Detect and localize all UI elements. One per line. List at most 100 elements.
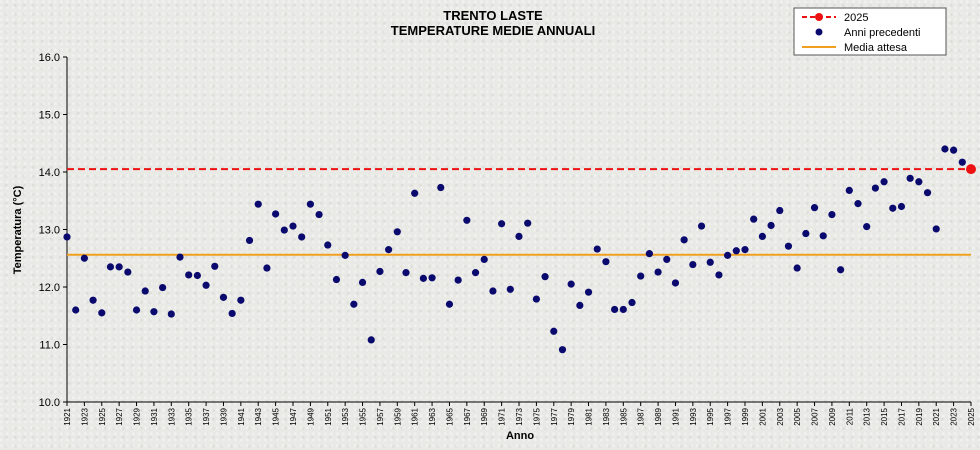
legend-previous-marker <box>815 28 823 36</box>
data-point <box>567 280 575 288</box>
y-tick-label: 12.0 <box>39 282 60 294</box>
x-tick-label: 1949 <box>306 407 315 425</box>
data-point <box>167 310 175 318</box>
x-tick-label: 1931 <box>150 407 159 425</box>
data-point <box>741 246 749 254</box>
x-tick-label: 1955 <box>359 407 368 425</box>
data-point <box>941 145 949 153</box>
data-point <box>524 219 532 227</box>
data-point <box>411 189 419 197</box>
x-tick-label: 1947 <box>289 407 298 425</box>
x-tick-label: 1959 <box>393 407 402 425</box>
data-point-2025 <box>966 164 976 175</box>
data-point <box>315 210 323 219</box>
data-point <box>558 346 567 354</box>
x-tick-label: 1989 <box>654 407 663 425</box>
data-point <box>419 274 427 282</box>
x-tick-label: 2009 <box>828 407 837 425</box>
data-point <box>428 274 436 282</box>
data-point <box>280 226 288 234</box>
legend-label-expected-mean: Media attesa <box>844 42 908 54</box>
data-point <box>541 273 549 281</box>
data-point <box>489 287 497 295</box>
data-point <box>758 232 766 240</box>
data-point <box>480 255 488 263</box>
x-tick-label: 1971 <box>498 407 507 425</box>
data-point <box>272 210 280 218</box>
x-tick-label: 1925 <box>98 407 107 425</box>
x-tick-label: 2007 <box>811 407 820 425</box>
data-point <box>115 263 123 271</box>
x-tick-label: 1939 <box>219 407 228 425</box>
data-point <box>897 202 906 211</box>
x-tick-label: 2013 <box>863 407 872 425</box>
data-point <box>254 200 262 208</box>
data-point <box>715 271 723 279</box>
data-point <box>185 271 193 279</box>
data-point <box>680 236 688 244</box>
data-point <box>776 206 784 215</box>
data-point <box>358 278 367 286</box>
data-point <box>697 222 706 230</box>
x-tick-label: 1991 <box>671 407 680 425</box>
x-tick-label: 1921 <box>63 407 72 425</box>
data-point <box>124 268 132 276</box>
x-tick-label: 1929 <box>133 407 142 425</box>
data-point <box>611 305 619 314</box>
x-tick-label: 1937 <box>202 407 211 425</box>
data-point <box>671 279 680 287</box>
x-tick-label: 2025 <box>967 407 976 425</box>
x-axis-label: Anno <box>506 430 534 442</box>
y-tick-label: 11.0 <box>39 340 60 352</box>
data-point <box>871 184 879 192</box>
y-axis-label: Temperatura (°C) <box>12 185 24 274</box>
data-point <box>376 267 384 276</box>
data-point <box>828 210 836 219</box>
x-tick-label: 1981 <box>585 407 594 425</box>
x-tick-label: 1969 <box>480 407 489 425</box>
data-point <box>645 250 653 258</box>
x-tick-label: 1957 <box>376 407 385 425</box>
x-tick-label: 2011 <box>845 407 854 425</box>
y-tick-label: 14.0 <box>39 167 60 179</box>
x-tick-label: 1973 <box>515 407 524 425</box>
x-tick-label: 1999 <box>741 407 750 425</box>
data-point <box>880 178 888 186</box>
data-point <box>628 298 636 307</box>
x-tick-label: 2015 <box>880 407 889 425</box>
data-point <box>202 281 210 289</box>
data-point <box>819 232 827 240</box>
data-point <box>63 233 71 241</box>
x-tick-label: 1993 <box>689 407 698 425</box>
data-point <box>263 264 271 272</box>
x-tick-label: 1967 <box>463 407 472 425</box>
data-point <box>958 158 966 166</box>
data-point <box>385 246 393 254</box>
data-point <box>219 293 228 301</box>
data-point <box>584 288 593 296</box>
x-tick-label: 1943 <box>254 407 263 425</box>
x-tick-label: 1979 <box>567 407 576 425</box>
data-point <box>132 306 141 314</box>
data-point <box>950 146 958 154</box>
legend-label-previous-years: Anni precedenti <box>844 27 920 39</box>
data-point <box>228 309 236 318</box>
x-tick-label: 2021 <box>932 407 941 425</box>
data-point <box>689 260 697 269</box>
chart-title: TRENTO LASTE <box>443 8 543 23</box>
data-point <box>793 264 801 272</box>
data-point <box>332 275 341 284</box>
x-tick-label: 2023 <box>950 407 959 425</box>
data-point <box>889 204 897 212</box>
x-tick-label: 1985 <box>619 407 628 425</box>
data-point <box>784 242 793 250</box>
data-point <box>324 241 332 249</box>
data-point <box>89 296 97 304</box>
data-point <box>159 283 167 292</box>
data-point <box>445 300 454 308</box>
data-point <box>906 174 914 182</box>
data-point <box>854 200 862 208</box>
x-tick-label: 1963 <box>428 407 437 425</box>
x-tick-label: 2001 <box>758 407 767 425</box>
data-point <box>663 255 671 263</box>
